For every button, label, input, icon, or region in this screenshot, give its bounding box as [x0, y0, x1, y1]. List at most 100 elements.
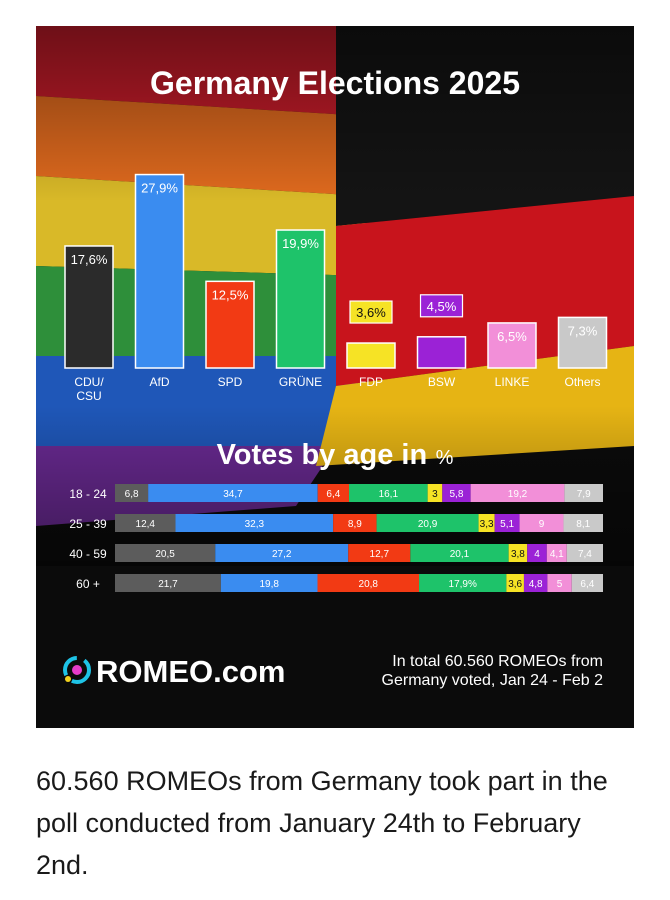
segment-label-spd: 8,9	[348, 519, 362, 530]
segment-linke	[470, 484, 565, 502]
segment-spd	[348, 544, 411, 562]
segment-afd	[148, 484, 318, 502]
segment-grüne	[348, 484, 428, 502]
segment-others	[564, 484, 603, 502]
segment-cdu-csu	[115, 484, 149, 502]
age-label: 18 - 24	[69, 487, 107, 501]
age-section-title: Votes by age in %	[217, 439, 454, 471]
segment-label-spd: 12,7	[370, 549, 390, 560]
segment-label-others: 6,4	[580, 579, 594, 590]
segment-label-grüne: 20,1	[450, 549, 470, 560]
segment-label-grüne: 17,9%	[449, 579, 477, 590]
segment-fdp	[508, 544, 528, 562]
category-label-afd: AfD	[149, 375, 169, 389]
segment-afd	[175, 514, 334, 532]
segment-label-afd: 32,3	[245, 519, 265, 530]
post-caption: 60.560 ROMEOs from Germany took part in …	[36, 766, 608, 880]
bar-bsw	[416, 336, 467, 369]
segment-grüne	[376, 514, 479, 532]
segment-label-fdp: 3,8	[511, 549, 525, 560]
segment-bsw	[494, 514, 520, 532]
segment-label-bsw: 5,8	[450, 489, 464, 500]
value-label-bsw: 4,5%	[427, 299, 457, 314]
segment-label-grüne: 20,9	[418, 519, 438, 530]
segment-others	[566, 544, 603, 562]
segment-label-bsw: 4,8	[529, 579, 543, 590]
bar-afd	[134, 173, 185, 369]
segment-label-fdp: 3,3	[480, 519, 494, 530]
footnote-line-1: In total 60.560 ROMEOs from	[392, 653, 603, 670]
category-label-bsw: BSW	[428, 375, 456, 389]
bar-others	[557, 316, 608, 369]
segment-spd	[317, 574, 420, 592]
value-label-grüne: 19,9%	[282, 236, 319, 251]
segment-label-spd: 6,4	[326, 489, 340, 500]
segment-bsw	[442, 484, 471, 502]
value-label-linke: 6,5%	[497, 329, 527, 344]
segment-label-afd: 34,7	[223, 489, 243, 500]
category-label-cdu-csu-2: CSU	[76, 389, 101, 403]
category-label-linke: LINKE	[495, 375, 530, 389]
segment-label-cdu-csu: 21,7	[158, 579, 178, 590]
segment-label-fdp: 3,6	[508, 579, 522, 590]
segment-label-linke: 19,2	[508, 489, 528, 500]
segment-label-fdp: 3	[432, 489, 438, 500]
value-label-fdp: 3,6%	[356, 305, 386, 320]
romeo-brand: ROMEO.com	[63, 654, 285, 689]
footnote-line-2: Germany voted, Jan 24 - Feb 2	[382, 672, 604, 689]
brand-name: ROMEO.com	[96, 654, 285, 689]
segment-label-linke: 5	[557, 579, 563, 590]
segment-linke	[547, 574, 572, 592]
segment-label-bsw: 5,1	[500, 519, 514, 530]
segment-grüne	[419, 574, 507, 592]
age-label: 60 +	[76, 577, 100, 591]
segment-afd	[215, 544, 349, 562]
segment-cdu-csu	[115, 574, 221, 592]
segment-others	[571, 574, 603, 592]
party-bars: 17,6% CDU/CSU 27,9% AfD 12,5% SPD 19,9% GRÜNE 3,…	[64, 173, 608, 403]
bar-spd	[205, 280, 255, 369]
category-label-spd: SPD	[218, 375, 243, 389]
flag-background	[36, 26, 634, 728]
segment-label-linke: 4,1	[550, 549, 564, 560]
segment-spd	[317, 484, 349, 502]
segment-afd	[220, 574, 318, 592]
value-label-box-fdp	[349, 300, 393, 324]
bar-fdp	[346, 342, 396, 369]
age-label: 25 - 39	[69, 517, 107, 531]
segment-label-spd: 20,8	[359, 579, 379, 590]
age-label: 40 - 59	[69, 547, 107, 561]
value-label-afd: 27,9%	[141, 181, 178, 196]
segment-label-linke: 9	[539, 519, 545, 530]
age-section-title-main: Votes by age in	[217, 439, 428, 471]
segment-label-bsw: 4	[534, 549, 540, 560]
segment-linke	[519, 514, 564, 532]
value-label-others: 7,3%	[568, 323, 598, 338]
segment-bsw	[523, 574, 548, 592]
bar-linke	[487, 322, 537, 369]
segment-bsw	[527, 544, 547, 562]
segment-label-cdu-csu: 20,5	[155, 549, 175, 560]
infographic-card: Germany Elections 2025 17,6% CDU/CSU 27,9%…	[36, 26, 634, 728]
segment-label-grüne: 16,1	[379, 489, 399, 500]
age-stacked-bars: 18 - 24 6,8 34,7 6,4 16,1 3 5,8 19,2 7,9 25 - 39 1…	[69, 484, 603, 592]
segment-others	[563, 514, 603, 532]
segment-label-afd: 27,2	[272, 549, 292, 560]
category-label-others: Others	[564, 375, 600, 389]
segment-linke	[546, 544, 567, 562]
value-label-spd: 12,5%	[212, 287, 249, 302]
category-label-grüne: GRÜNE	[279, 375, 322, 389]
segment-label-cdu-csu: 12,4	[136, 519, 156, 530]
segment-spd	[333, 514, 377, 532]
segment-fdp	[506, 574, 524, 592]
value-label-box-bsw	[419, 294, 464, 318]
bar-cdu-csu	[64, 245, 114, 369]
segment-grüne	[410, 544, 509, 562]
segment-fdp	[478, 514, 495, 532]
segment-label-cdu-csu: 6,8	[125, 489, 139, 500]
segment-label-others: 7,4	[578, 549, 592, 560]
segment-fdp	[427, 484, 443, 502]
segment-label-others: 7,9	[577, 489, 591, 500]
bar-grüne	[275, 229, 326, 369]
segment-cdu-csu	[115, 514, 176, 532]
